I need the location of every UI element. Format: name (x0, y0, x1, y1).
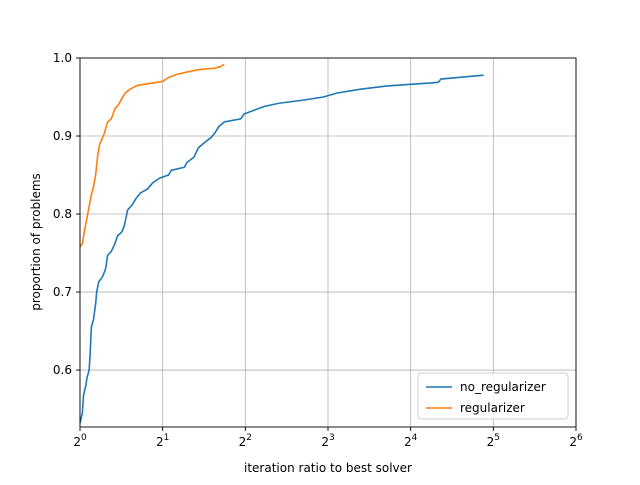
x-tick-exponent: 3 (329, 433, 335, 443)
grid-lines (79, 57, 577, 427)
y-axis-label: proportion of problems (29, 173, 43, 311)
y-tick-label: 0.6 (53, 363, 72, 377)
x-tick-label: 22 (239, 433, 252, 449)
x-tick-label: 23 (321, 433, 334, 449)
x-axis-label: iteration ratio to best solver (244, 461, 412, 475)
x-tick-exponent: 4 (412, 433, 418, 443)
x-tick-exponent: 1 (164, 433, 170, 443)
x-tick-label: 20 (73, 433, 87, 449)
x-tick-exponent: 2 (246, 433, 252, 443)
series-line-no-regularizer (79, 74, 484, 424)
series-lines (79, 63, 484, 424)
x-tick-base: 2 (73, 435, 81, 449)
x-tick-base: 2 (404, 435, 412, 449)
x-tick-label: 26 (569, 433, 583, 449)
x-tick-base: 2 (239, 435, 247, 449)
x-tick-base: 2 (487, 435, 495, 449)
x-tick-label: 21 (156, 433, 169, 449)
legend-label-regularizer: regularizer (460, 401, 525, 415)
legend-label-no-regularizer: no_regularizer (460, 380, 546, 394)
legend-box (417, 372, 569, 420)
y-tick-label: 0.9 (53, 129, 72, 143)
y-tick-label: 0.8 (53, 207, 72, 221)
y-tick-label: 1.0 (53, 51, 72, 65)
series-line-regularizer (79, 63, 225, 248)
legend: no_regularizer regularizer (417, 372, 569, 420)
ticks: 20 21 22 23 24 25 260.60.70.80.91.0 (53, 51, 583, 449)
x-tick-exponent: 0 (81, 433, 87, 443)
x-tick-label: 25 (487, 433, 500, 449)
x-tick-base: 2 (156, 435, 164, 449)
x-tick-base: 2 (569, 435, 577, 449)
x-tick-base: 2 (321, 435, 329, 449)
x-tick-label: 24 (404, 433, 418, 449)
y-tick-label: 0.7 (53, 285, 72, 299)
x-tick-exponent: 5 (494, 433, 500, 443)
x-tick-exponent: 6 (577, 433, 583, 443)
